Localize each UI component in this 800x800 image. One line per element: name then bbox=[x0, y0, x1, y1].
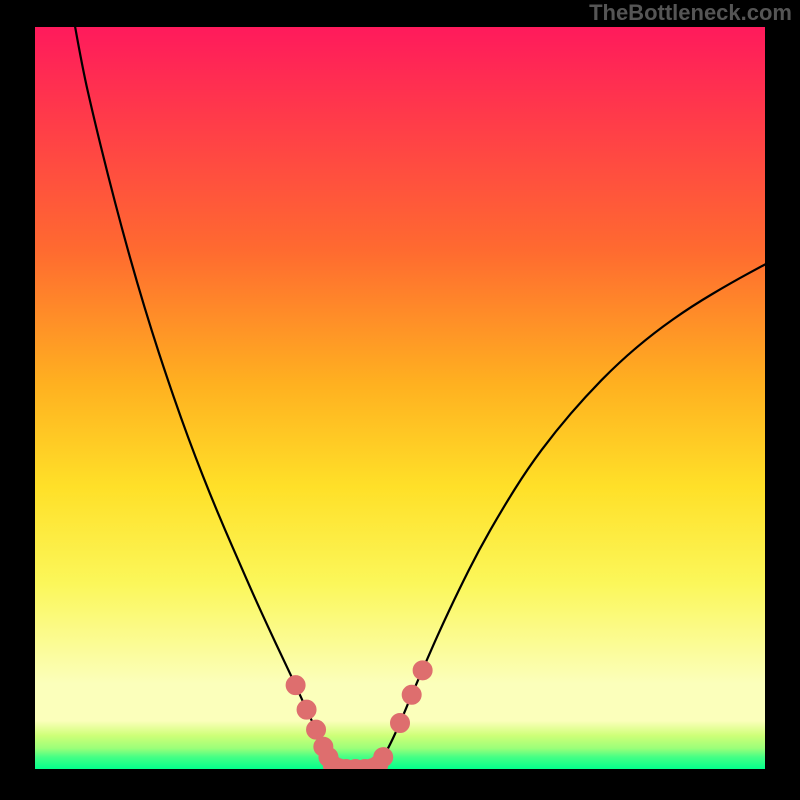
marker-dot bbox=[297, 700, 316, 719]
marker-dot bbox=[286, 676, 305, 695]
marker-dot bbox=[374, 748, 393, 767]
bottleneck-curve-chart bbox=[35, 27, 765, 769]
plot-area bbox=[35, 27, 765, 769]
marker-dot bbox=[307, 720, 326, 739]
marker-dot bbox=[413, 661, 432, 680]
chart-frame: TheBottleneck.com bbox=[0, 0, 800, 800]
watermark-text: TheBottleneck.com bbox=[589, 0, 792, 26]
marker-dot bbox=[391, 713, 410, 732]
chart-background bbox=[35, 27, 765, 769]
marker-dot bbox=[402, 685, 421, 704]
